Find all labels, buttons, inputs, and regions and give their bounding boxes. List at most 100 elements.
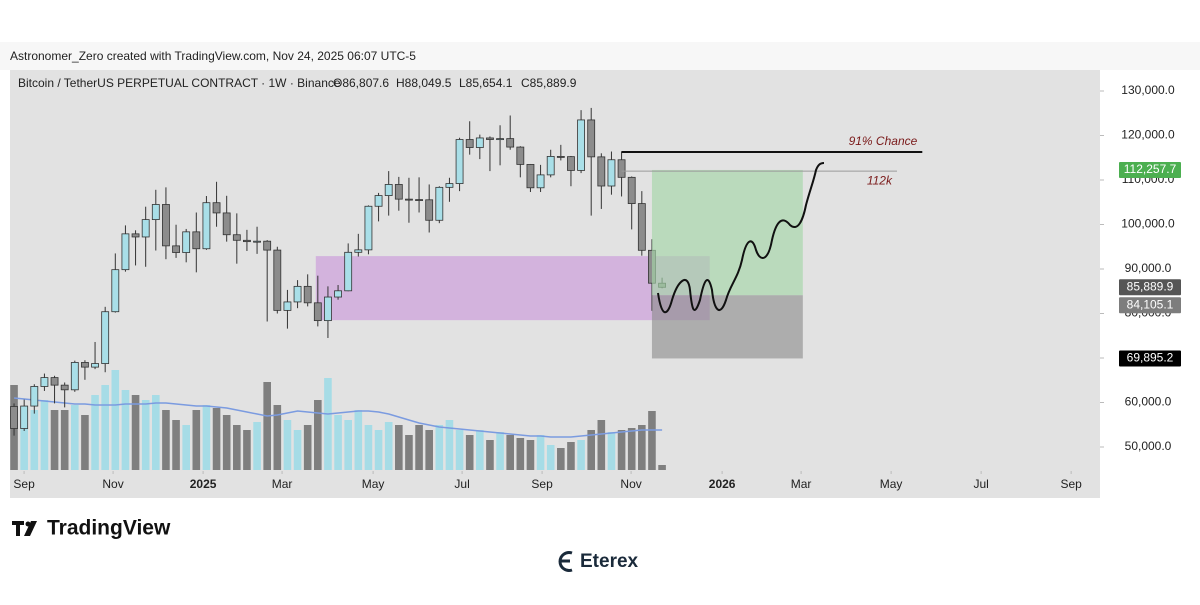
volume-bar	[465, 435, 474, 470]
candle-body	[202, 202, 211, 250]
chart-title: Bitcoin / TetherUS PERPETUAL CONTRACT · …	[18, 76, 341, 90]
x-tick-label: Mar	[272, 477, 293, 491]
volume-bar	[557, 448, 565, 470]
candle-body	[192, 231, 201, 250]
price-tag	[1119, 350, 1181, 367]
x-tick-label: Sep	[1060, 477, 1082, 491]
footer-watermark: Eterex	[580, 551, 639, 572]
x-tick-label: 2026	[709, 477, 736, 491]
volume-bar	[546, 445, 555, 470]
candle-body	[283, 301, 292, 311]
candle-body	[475, 137, 484, 148]
candle-body	[81, 362, 89, 368]
footer-logo: TradingView	[47, 517, 171, 540]
x-tick-label: Jul	[973, 477, 988, 491]
y-tick-label: 50,000.0	[1125, 439, 1172, 453]
volume-bar	[192, 410, 201, 470]
volume-bar	[526, 440, 535, 470]
y-tick-label: 130,000.0	[1121, 83, 1175, 97]
volume-bar	[303, 425, 312, 470]
candle-body	[101, 311, 110, 364]
volume-bar	[395, 425, 403, 470]
volume-bar	[91, 395, 99, 470]
volume-bar	[314, 400, 322, 470]
volume-bar	[131, 395, 140, 470]
legend-close: C85,889.9	[521, 76, 577, 90]
attribution: Astronomer_Zero created with TradingView…	[10, 49, 416, 63]
price-tag	[1119, 297, 1181, 314]
candle-body	[334, 290, 342, 298]
price-tag-label: 69,895.2	[1127, 351, 1174, 365]
candle-body	[567, 156, 575, 171]
price-tag	[1119, 279, 1181, 296]
volume-bar	[506, 435, 514, 470]
candle-body	[344, 251, 353, 292]
candle-body	[617, 159, 626, 178]
volume-bar	[354, 410, 363, 470]
volume-bar	[648, 411, 656, 470]
volume-bar	[384, 422, 393, 470]
volume-bar	[344, 420, 352, 470]
candle-body	[60, 384, 69, 391]
candle-body	[587, 119, 596, 158]
volume-bar	[243, 430, 251, 470]
volume-bar	[577, 440, 585, 470]
volume-bar	[60, 410, 69, 470]
volume-bar	[182, 425, 190, 470]
y-tick-label: 60,000.0	[1125, 395, 1172, 409]
volume-bar	[324, 378, 332, 470]
volume-bar	[20, 415, 28, 470]
volume-bar	[334, 415, 342, 470]
volume-bar	[273, 405, 282, 470]
header-bar	[0, 42, 1200, 70]
volume-bar	[253, 422, 261, 470]
candle-body	[50, 377, 59, 386]
candle-body	[465, 139, 474, 148]
x-tick-label: 2025	[190, 477, 217, 491]
candle-body	[354, 249, 363, 253]
candle-body	[486, 137, 494, 140]
x-tick-label: Sep	[531, 477, 553, 491]
volume-bar	[658, 465, 666, 470]
volume-bar	[152, 395, 160, 470]
candle-body	[546, 156, 555, 176]
x-tick-label: Jul	[454, 477, 469, 491]
candle-body	[172, 245, 180, 253]
volume-bar	[71, 405, 79, 470]
candle-body	[263, 240, 272, 251]
volume-bar	[455, 430, 464, 470]
legend-open: O86,807.6	[333, 76, 389, 90]
x-tick-label: Sep	[13, 477, 35, 491]
volume-bar	[486, 440, 494, 470]
candle-body	[577, 119, 585, 171]
candle-body	[253, 240, 261, 243]
volume-bar	[607, 432, 616, 470]
candle-body	[607, 159, 616, 187]
volume-bar	[101, 385, 109, 470]
candle-body	[526, 164, 535, 189]
candle-body	[364, 205, 373, 251]
candle-body	[516, 146, 525, 165]
support-zone	[315, 256, 710, 321]
candle-body	[111, 269, 120, 313]
volume-bar	[617, 430, 626, 470]
candle-body	[243, 239, 251, 243]
stop-zone	[651, 295, 803, 359]
volume-bar	[597, 420, 606, 470]
volume-bar	[172, 420, 180, 470]
candle-body	[536, 174, 545, 189]
candle-body	[405, 198, 413, 201]
candle-body	[162, 204, 170, 247]
volume-bar	[30, 410, 39, 470]
volume-bar	[435, 425, 444, 470]
volume-bar	[283, 420, 292, 470]
volume-bar	[293, 430, 302, 470]
x-tick-label: May	[362, 477, 385, 491]
volume-bar	[111, 370, 120, 470]
volume-bar	[567, 442, 575, 470]
volume-bar	[263, 382, 271, 470]
volume-bar	[212, 408, 221, 470]
y-tick-label: 120,000.0	[1121, 128, 1175, 142]
